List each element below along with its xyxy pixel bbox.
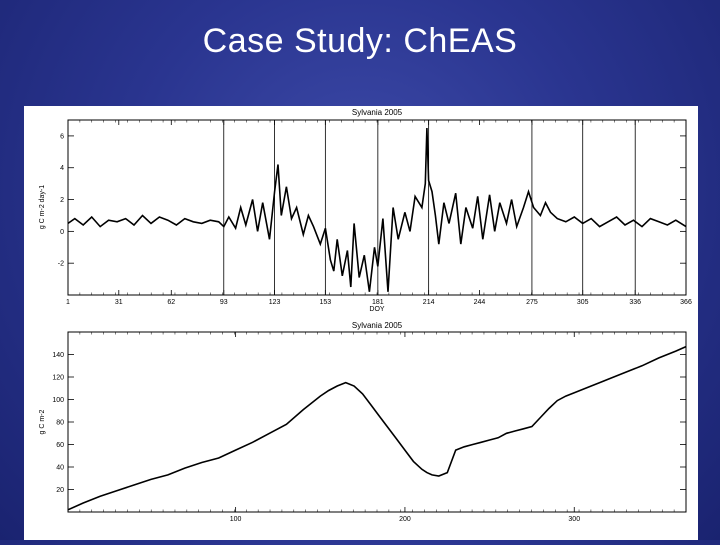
top-y-axis-label: g C m-2 day-1: [39, 185, 46, 229]
bottom-plot-frame: [67, 331, 687, 513]
x-tick-label: 153: [320, 299, 332, 306]
x-tick-label: 244: [474, 299, 486, 306]
top-x-axis-label: DOY: [369, 306, 385, 313]
y-tick-label: 20: [56, 487, 64, 494]
slide-title: Case Study: ChEAS: [202, 22, 518, 60]
bottom-series-line: [67, 345, 687, 511]
y-tick-label: 6: [60, 133, 64, 140]
x-tick-label: 336: [629, 299, 641, 306]
y-tick-label: 60: [56, 442, 64, 449]
top-x-ticks: 1 31 62 93 123 153 181 214 244 275 305 336 366: [66, 120, 692, 306]
bottom-chart-title: Sylvania 2005: [352, 321, 403, 330]
bottom-y-ticks: 20 40 60 80 100 120 140: [52, 352, 686, 494]
top-plot-frame: [67, 119, 687, 296]
y-tick-label: 4: [60, 165, 64, 172]
y-tick-label: 100: [52, 397, 64, 404]
x-tick-label: 93: [220, 299, 228, 306]
x-tick-label: 31: [115, 299, 123, 306]
x-tick-label: 300: [568, 516, 580, 523]
y-tick-label: -2: [58, 261, 64, 268]
chart-top: Sylvania 2005 DOY g C m-2 day-1 1 31 62 93 1…: [39, 108, 692, 313]
y-tick-label: 0: [60, 229, 64, 236]
chart-bottom: Sylvania 2005 g C m-2 100 200 300 20 40 60 80…: [39, 321, 687, 523]
bottom-y-axis-label: g C m-2: [39, 409, 46, 434]
x-tick-label: 100: [230, 516, 242, 523]
y-tick-label: 120: [52, 375, 64, 382]
charts-svg: Sylvania 2005 DOY g C m-2 day-1 1 31 62 93 1…: [39, 108, 692, 523]
x-tick-label: 200: [399, 516, 411, 523]
top-vertical-markers: [223, 120, 636, 295]
figure-panel: Sylvania 2005 DOY g C m-2 day-1 1 31 62 93 1…: [24, 106, 698, 540]
x-tick-label: 1: [66, 299, 70, 306]
x-tick-label: 181: [372, 299, 384, 306]
top-y-ticks: -2 0 2 4 6: [58, 133, 686, 268]
top-series-line: [67, 127, 687, 292]
x-tick-label: 275: [526, 299, 538, 306]
x-tick-label: 62: [167, 299, 175, 306]
y-tick-label: 80: [56, 420, 64, 427]
x-tick-label: 305: [577, 299, 589, 306]
x-tick-label: 366: [680, 299, 692, 306]
x-tick-label: 214: [423, 299, 435, 306]
bottom-x-ticks: 100 200 300: [67, 332, 675, 523]
top-chart-title: Sylvania 2005: [352, 108, 403, 117]
y-tick-label: 140: [52, 352, 64, 359]
x-tick-label: 123: [269, 299, 281, 306]
y-tick-label: 40: [56, 465, 64, 472]
y-tick-label: 2: [60, 197, 64, 204]
